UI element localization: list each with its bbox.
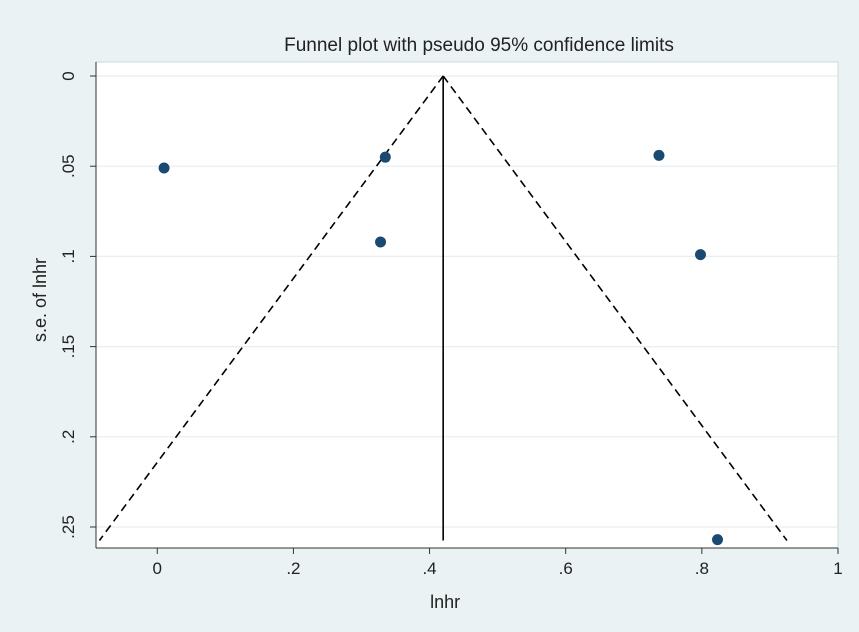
x-tick-label: .6 [559, 559, 573, 578]
x-tick-label: .4 [422, 559, 436, 578]
data-point [653, 149, 665, 161]
y-tick-label: .2 [59, 430, 78, 444]
data-point [375, 236, 387, 248]
data-point [712, 534, 724, 546]
x-tick-label: .2 [286, 559, 300, 578]
ticks-layer: 0 .05 .1 .15 .2 .25 0 .2 .4 .6 .8 1 [59, 71, 843, 578]
x-tick-label: 0 [153, 559, 162, 578]
chart-title: Funnel plot with pseudo 95% confidence l… [284, 35, 674, 56]
axes-layer [95, 62, 838, 549]
points-layer [158, 149, 724, 546]
x-tick-label: .8 [695, 559, 709, 578]
data-point [379, 151, 391, 163]
grid-layer [96, 75, 838, 528]
data-point [158, 162, 170, 174]
ci-upper-limit-line [442, 75, 788, 542]
y-tick-label: 0 [59, 71, 78, 80]
y-tick-label: .25 [59, 515, 78, 539]
y-tick-label: .15 [59, 335, 78, 359]
plot-area [95, 61, 839, 549]
y-tick-label: .05 [59, 154, 78, 178]
y-axis-label: s.e. of lnhr [30, 258, 50, 342]
data-point [694, 249, 706, 261]
x-axis-label: lnhr [430, 592, 460, 612]
y-tick-label: .1 [59, 249, 78, 263]
x-tick-label: 1 [833, 559, 842, 578]
